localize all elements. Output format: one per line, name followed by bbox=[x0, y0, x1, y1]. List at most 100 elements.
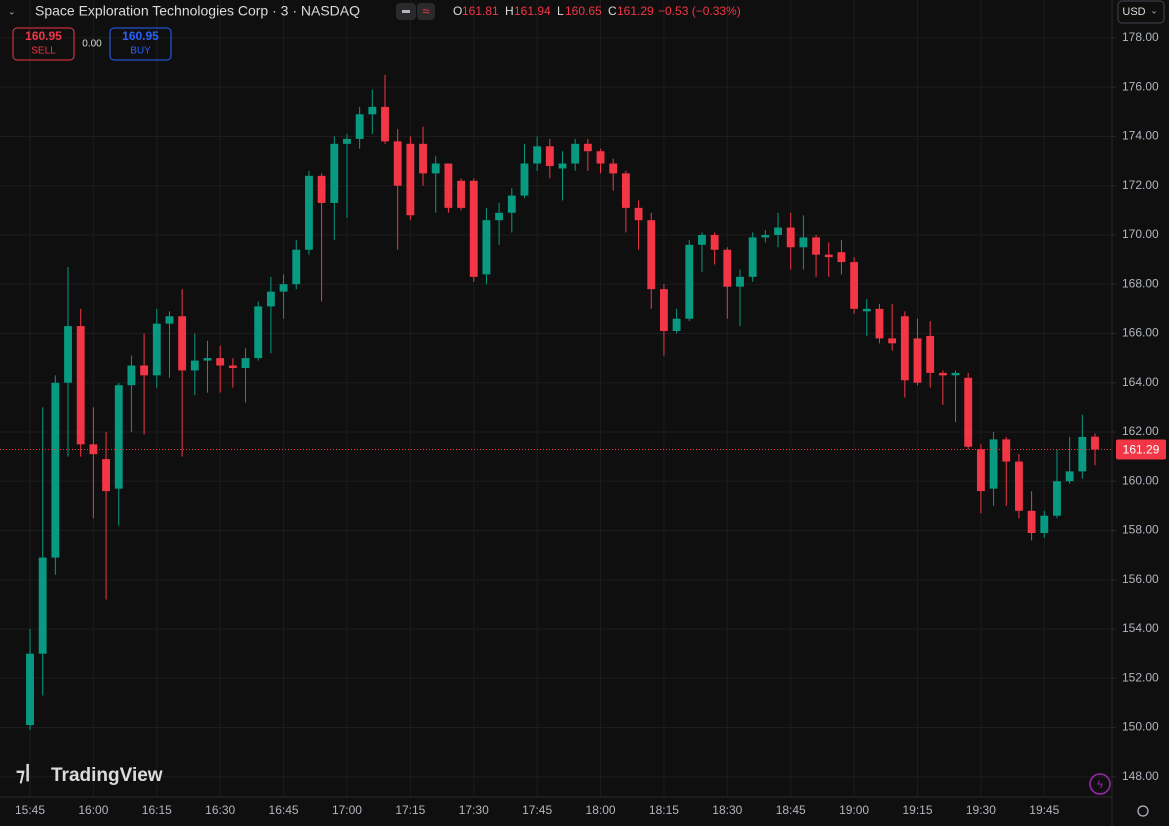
last-price-label: 161.29 bbox=[1123, 443, 1160, 457]
x-tick-label: 16:45 bbox=[269, 803, 299, 817]
collapse-icon[interactable]: ⌄ bbox=[8, 6, 16, 16]
ohlc-value: 161.29 bbox=[617, 4, 654, 18]
candle-body bbox=[850, 262, 859, 309]
candles bbox=[0, 74, 1112, 731]
candle-body bbox=[748, 237, 757, 277]
candle-body bbox=[964, 377, 973, 447]
candle-body bbox=[266, 291, 275, 307]
candle-body bbox=[254, 306, 263, 359]
ohlc-value: 161.94 bbox=[514, 4, 551, 18]
candle-body bbox=[774, 227, 782, 235]
alert-button[interactable] bbox=[1089, 773, 1111, 795]
candle-body bbox=[317, 175, 326, 203]
candle-body bbox=[976, 449, 985, 492]
candle-body bbox=[609, 163, 618, 174]
x-tick-label: 15:45 bbox=[15, 803, 45, 817]
y-tick-label: 172.00 bbox=[1122, 178, 1159, 192]
x-tick-label: 17:45 bbox=[522, 803, 552, 817]
y-tick-label: 166.00 bbox=[1122, 326, 1159, 340]
buy-button[interactable] bbox=[109, 27, 172, 61]
candle-body bbox=[812, 237, 821, 255]
candle-body bbox=[520, 163, 529, 196]
candle-body bbox=[203, 358, 212, 361]
currency: USD bbox=[1122, 6, 1145, 18]
x-tick-label: 19:30 bbox=[966, 803, 996, 817]
candle-body bbox=[1002, 439, 1011, 462]
compare-button[interactable] bbox=[417, 3, 435, 20]
symbol-title: Space Exploration Technologies Corp · 3 … bbox=[35, 3, 360, 19]
y-tick-label: 152.00 bbox=[1122, 670, 1159, 684]
y-tick-label: 156.00 bbox=[1122, 572, 1159, 586]
ohlc-key: L bbox=[557, 4, 564, 18]
candle-body bbox=[621, 173, 630, 208]
candle-body bbox=[419, 143, 427, 174]
candle-body bbox=[900, 316, 909, 381]
currency-caret: ⌄ bbox=[1150, 5, 1158, 15]
y-tick-label: 154.00 bbox=[1122, 621, 1159, 635]
candle-body bbox=[241, 358, 250, 368]
ohlc-value: 161.81 bbox=[462, 4, 499, 18]
x-tick-label: 17:00 bbox=[332, 803, 362, 817]
buy-label: BUY bbox=[130, 46, 151, 57]
grid bbox=[0, 0, 1112, 797]
buy-price: 160.95 bbox=[122, 29, 159, 43]
candle-body bbox=[393, 141, 402, 186]
x-tick-label: 17:30 bbox=[459, 803, 489, 817]
candle-body bbox=[786, 227, 795, 248]
alert-icon: ϟ bbox=[1097, 779, 1103, 791]
y-tick-label: 158.00 bbox=[1122, 523, 1159, 537]
x-tick-label: 16:15 bbox=[142, 803, 172, 817]
axes: 148.00 150.00 152.00 154.00 156.00 158.00 160.… bbox=[15, 30, 1166, 817]
y-tick-label: 150.00 bbox=[1122, 720, 1159, 734]
ohlc-key: O bbox=[453, 4, 462, 18]
candle-body bbox=[634, 207, 643, 221]
brand: TradingView bbox=[51, 765, 163, 786]
ohlc-value: 160.65 bbox=[565, 4, 602, 18]
change: −0.53 (−0.33%) bbox=[658, 4, 741, 18]
candle-body bbox=[583, 143, 592, 152]
x-tick-label: 18:15 bbox=[649, 803, 679, 817]
candle-body bbox=[951, 372, 960, 376]
candle-body bbox=[178, 316, 187, 371]
y-tick-label: 162.00 bbox=[1122, 424, 1159, 438]
candle-body bbox=[64, 326, 72, 383]
candle-body bbox=[381, 106, 389, 142]
y-tick-label: 168.00 bbox=[1122, 276, 1159, 290]
candle-body bbox=[368, 106, 377, 115]
candle-body bbox=[406, 143, 415, 216]
candle-body bbox=[545, 146, 554, 167]
candle-body bbox=[1091, 436, 1099, 450]
settings-button[interactable] bbox=[1137, 805, 1149, 817]
sell-button[interactable] bbox=[12, 27, 75, 61]
x-tick-label: 19:00 bbox=[839, 803, 869, 817]
ohlc-key: H bbox=[505, 4, 514, 18]
compare-icon: ≈ bbox=[422, 3, 429, 18]
brand-logo: ⁊ꟾ bbox=[16, 763, 30, 785]
candle-body bbox=[736, 276, 744, 287]
candle-body bbox=[926, 335, 935, 373]
candle-body bbox=[533, 146, 542, 164]
candle-body bbox=[761, 234, 770, 238]
candle-body bbox=[558, 163, 567, 169]
candle-body bbox=[495, 212, 504, 221]
candle-body bbox=[938, 372, 947, 376]
candle-body bbox=[989, 439, 998, 489]
sell-price: 160.95 bbox=[25, 29, 62, 43]
candle-body bbox=[672, 318, 681, 332]
currency-button[interactable] bbox=[1117, 0, 1165, 24]
candle-body bbox=[355, 114, 364, 139]
candle-body bbox=[837, 252, 846, 263]
ohlc-legend: O 161.81 H 161.94 L 160.65 C 161.29 −0.53 (−0.33… bbox=[453, 4, 741, 18]
candle-body bbox=[659, 289, 668, 332]
candle-body bbox=[698, 234, 706, 245]
x-tick-label: 18:00 bbox=[586, 803, 616, 817]
candle-body bbox=[469, 180, 478, 277]
candle-body bbox=[1014, 461, 1023, 511]
x-tick-label: 19:45 bbox=[1029, 803, 1059, 817]
candle-body bbox=[723, 249, 732, 287]
candle-body bbox=[457, 180, 466, 208]
candle-body bbox=[888, 338, 897, 344]
candle-body bbox=[304, 175, 313, 250]
candle-body bbox=[685, 244, 694, 319]
